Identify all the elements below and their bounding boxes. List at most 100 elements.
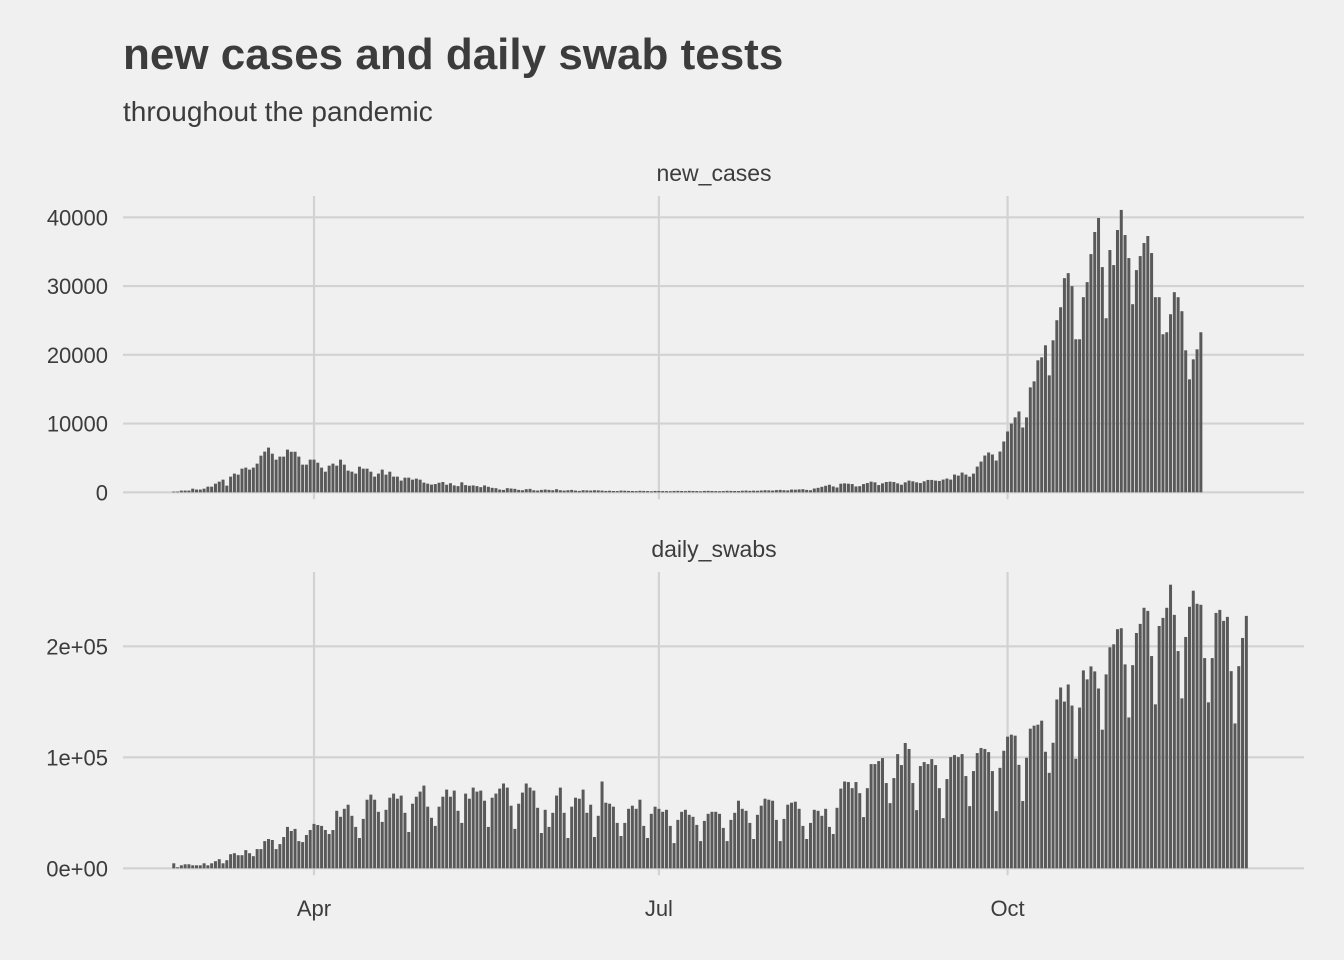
bar [524, 489, 528, 493]
bar [179, 865, 183, 869]
bar [718, 813, 722, 869]
bar [414, 478, 418, 493]
bar [649, 491, 653, 493]
bar [960, 472, 964, 493]
bar [456, 486, 460, 493]
bar [1059, 307, 1063, 493]
x-tick-label-oct: Oct [990, 896, 1024, 921]
bar [471, 485, 475, 493]
bar [342, 464, 346, 493]
bar [320, 825, 324, 869]
bar [1081, 297, 1085, 493]
bar [744, 490, 748, 493]
bar [437, 806, 441, 869]
bar [574, 490, 578, 493]
bar [831, 834, 835, 869]
bar [1218, 609, 1222, 869]
bar [630, 805, 634, 869]
bar [835, 807, 839, 869]
bar [187, 490, 191, 493]
bar [1153, 704, 1157, 869]
bar [1199, 604, 1203, 869]
bar [899, 765, 903, 869]
bar [990, 454, 994, 493]
bar [392, 793, 396, 869]
bar [460, 482, 464, 493]
bar [592, 490, 596, 493]
bar [858, 793, 862, 869]
bar [786, 804, 790, 869]
bar [327, 834, 331, 869]
bar [429, 484, 433, 493]
bar [285, 826, 289, 869]
bar [1081, 670, 1085, 869]
bar [414, 796, 418, 869]
bar [998, 767, 1002, 869]
bar [509, 805, 513, 869]
bars [172, 209, 1203, 493]
bar [896, 754, 900, 869]
bar [668, 825, 672, 869]
bar [979, 747, 983, 869]
bar [611, 806, 615, 869]
bar [543, 809, 547, 869]
bar [1059, 687, 1063, 869]
bar [327, 465, 331, 493]
bar [994, 811, 998, 869]
bar [702, 490, 706, 493]
bar [259, 455, 263, 493]
bar [179, 490, 183, 493]
bar [1157, 625, 1161, 869]
bar [566, 490, 570, 493]
bar [1055, 320, 1059, 493]
bar [733, 812, 737, 869]
bar [210, 863, 214, 869]
bar [445, 484, 449, 493]
bar [323, 830, 327, 869]
bar [979, 461, 983, 493]
bar [1191, 359, 1195, 493]
bar [1032, 725, 1036, 869]
bar [1169, 314, 1173, 493]
bar [282, 456, 286, 493]
bar [566, 838, 570, 869]
bar [505, 488, 509, 493]
bar [486, 486, 490, 493]
bar [877, 761, 881, 869]
bar [210, 486, 214, 493]
bar [642, 825, 646, 869]
bar [971, 771, 975, 869]
bar [1180, 311, 1184, 493]
bar [816, 810, 820, 869]
bar [960, 754, 964, 869]
bar [433, 825, 437, 869]
bar [926, 479, 930, 493]
bar [1100, 729, 1104, 869]
bar [191, 488, 195, 493]
bar [736, 491, 740, 493]
bar [1176, 297, 1180, 493]
bar [1040, 720, 1044, 869]
bar [778, 841, 782, 869]
bar [983, 455, 987, 493]
bar [987, 752, 991, 869]
bar [392, 476, 396, 493]
bar [888, 481, 892, 493]
bar [357, 838, 361, 869]
bar [592, 837, 596, 869]
bar [971, 473, 975, 493]
bar [183, 864, 187, 869]
bar [1222, 620, 1226, 869]
bar [680, 490, 684, 493]
bar [615, 822, 619, 869]
bar [274, 459, 278, 493]
bar [354, 473, 358, 493]
bar [195, 489, 199, 493]
bar [240, 468, 244, 493]
bar [323, 471, 327, 493]
bar [1165, 607, 1169, 869]
bar [718, 491, 722, 493]
bar [1066, 684, 1070, 869]
bar [528, 787, 532, 869]
bar [790, 802, 794, 869]
